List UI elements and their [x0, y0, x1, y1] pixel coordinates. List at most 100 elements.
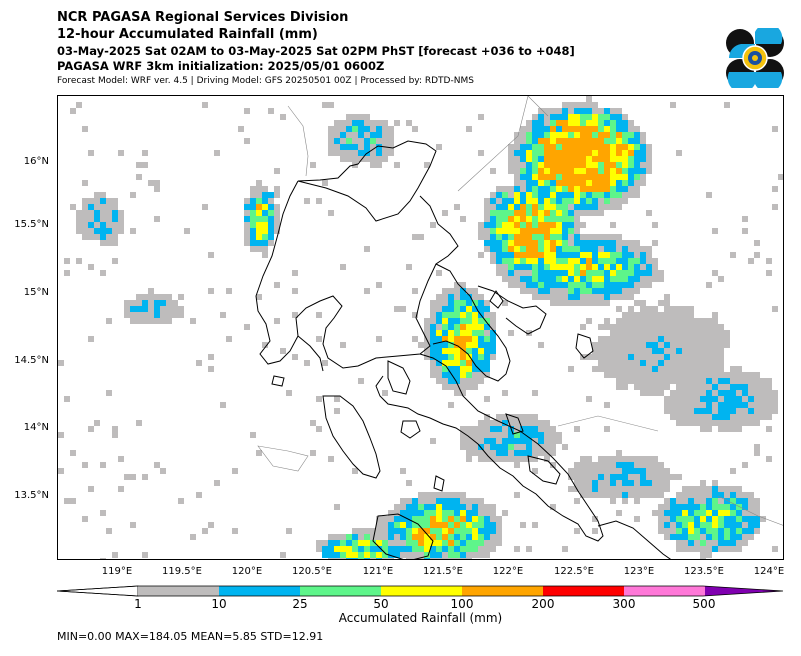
rain-cell: [766, 270, 772, 276]
rain-cell: [586, 486, 592, 492]
rain-cell: [382, 528, 388, 534]
rain-cell: [460, 528, 466, 534]
rain-cell: [454, 318, 460, 324]
rain-cell: [646, 378, 652, 384]
rain-cell: [538, 432, 544, 438]
colorbar-tick-200: 200: [531, 597, 555, 611]
rain-cell: [670, 102, 676, 108]
rain-cell: [436, 558, 442, 559]
rain-cell: [418, 528, 424, 534]
rain-cell: [658, 384, 664, 390]
rain-cell: [274, 168, 280, 174]
rain-cell: [274, 204, 280, 210]
rain-cell: [346, 120, 352, 126]
rain-cell: [586, 156, 592, 162]
rain-cell: [604, 276, 610, 282]
rain-cell: [346, 558, 352, 559]
rain-cell: [742, 462, 748, 468]
rain-cell: [562, 252, 568, 258]
rain-cell: [466, 366, 472, 372]
rain-cell: [628, 324, 634, 330]
rain-cell: [664, 486, 670, 492]
rain-cell: [604, 480, 610, 486]
rain-cell: [556, 126, 562, 132]
rain-cell: [448, 342, 454, 348]
rain-cell: [604, 468, 610, 474]
rain-cell: [490, 210, 496, 216]
rain-cell: [676, 396, 682, 402]
rain-cell: [730, 546, 736, 552]
rain-cell: [100, 234, 106, 240]
rain-cell: [538, 216, 544, 222]
rain-cell: [436, 336, 442, 342]
rain-cell: [472, 510, 478, 516]
rain-cell: [502, 192, 508, 198]
rain-cell: [370, 546, 376, 552]
rain-cell: [436, 354, 442, 360]
rain-cell: [208, 522, 214, 528]
rain-cell: [628, 366, 634, 372]
rain-cell: [544, 240, 550, 246]
rain-cell: [478, 360, 484, 366]
rain-cell: [598, 144, 604, 150]
rain-cell: [550, 300, 556, 306]
rain-cell: [640, 348, 646, 354]
rain-cell: [514, 222, 520, 228]
rain-cell: [646, 486, 652, 492]
rain-cell: [358, 546, 364, 552]
colorbar-over: [705, 586, 783, 596]
rain-cell: [244, 210, 250, 216]
rain-cell: [418, 516, 424, 522]
rain-cell: [706, 282, 712, 288]
rain-cell: [706, 324, 712, 330]
rain-cell: [514, 420, 520, 426]
rain-cell: [736, 546, 742, 552]
rain-cell: [544, 180, 550, 186]
rain-cell: [370, 144, 376, 150]
rain-cell: [610, 486, 616, 492]
rain-cell: [466, 432, 472, 438]
rain-cell: [610, 222, 616, 228]
rain-cell: [772, 408, 778, 414]
rain-cell: [502, 276, 508, 282]
rain-cell: [514, 162, 520, 168]
rain-cell: [544, 216, 550, 222]
polillo: [489, 290, 504, 309]
rain-cell: [466, 534, 472, 540]
rain-cell: [442, 522, 448, 528]
rain-cell: [736, 408, 742, 414]
rain-cell: [472, 288, 478, 294]
rain-cell: [622, 366, 628, 372]
rain-cell: [700, 504, 706, 510]
rain-cell: [496, 240, 502, 246]
rain-cell: [616, 324, 622, 330]
rain-cell: [694, 522, 700, 528]
rain-cell: [454, 546, 460, 552]
rain-cell: [562, 234, 568, 240]
rain-cell: [718, 492, 724, 498]
rain-cell: [436, 144, 442, 150]
rain-cell: [604, 204, 610, 210]
rain-cell: [574, 168, 580, 174]
rain-cell: [640, 282, 646, 288]
rain-cell: [538, 438, 544, 444]
statistics-summary: MIN=0.00 MAX=184.05 MEAN=5.85 STD=12.91: [57, 630, 324, 643]
rain-cell: [598, 264, 604, 270]
rain-cell: [406, 552, 412, 558]
rain-cell: [388, 540, 394, 546]
rain-cell: [610, 246, 616, 252]
rain-cell: [664, 468, 670, 474]
rain-cell: [670, 312, 676, 318]
rain-cell: [718, 546, 724, 552]
rain-cell: [754, 390, 760, 396]
rain-cell: [274, 282, 280, 288]
rain-cell: [370, 552, 376, 558]
rain-cell: [598, 186, 604, 192]
rain-cell: [652, 342, 658, 348]
rain-cell: [628, 342, 634, 348]
rain-cell: [718, 342, 724, 348]
rain-cell: [178, 498, 184, 504]
rain-cell: [448, 540, 454, 546]
rain-cell: [580, 270, 586, 276]
rain-cell: [472, 522, 478, 528]
